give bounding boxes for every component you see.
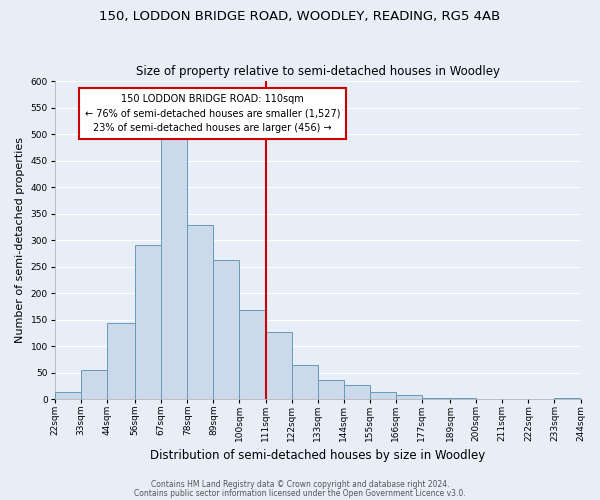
Bar — [107, 324, 135, 399]
Bar — [317, 380, 344, 399]
Title: Size of property relative to semi-detached houses in Woodley: Size of property relative to semi-detach… — [136, 66, 500, 78]
Text: Contains public sector information licensed under the Open Government Licence v3: Contains public sector information licen… — [134, 488, 466, 498]
Bar — [476, 398, 502, 399]
Bar — [187, 226, 214, 399]
Bar — [55, 392, 81, 399]
Bar — [81, 370, 107, 399]
Bar — [214, 260, 239, 399]
Text: 150 LODDON BRIDGE ROAD: 110sqm
← 76% of semi-detached houses are smaller (1,527): 150 LODDON BRIDGE ROAD: 110sqm ← 76% of … — [85, 94, 340, 134]
Bar — [161, 140, 187, 399]
Bar — [554, 398, 581, 399]
Bar — [450, 398, 476, 399]
Bar — [135, 246, 161, 399]
Bar — [266, 332, 292, 399]
Text: Contains HM Land Registry data © Crown copyright and database right 2024.: Contains HM Land Registry data © Crown c… — [151, 480, 449, 489]
Bar — [344, 385, 370, 399]
Bar — [422, 398, 450, 399]
Bar — [370, 392, 396, 399]
Bar — [292, 366, 317, 399]
X-axis label: Distribution of semi-detached houses by size in Woodley: Distribution of semi-detached houses by … — [150, 450, 485, 462]
Bar — [239, 310, 266, 399]
Bar — [396, 395, 422, 399]
Text: 150, LODDON BRIDGE ROAD, WOODLEY, READING, RG5 4AB: 150, LODDON BRIDGE ROAD, WOODLEY, READIN… — [100, 10, 500, 23]
Y-axis label: Number of semi-detached properties: Number of semi-detached properties — [15, 137, 25, 343]
